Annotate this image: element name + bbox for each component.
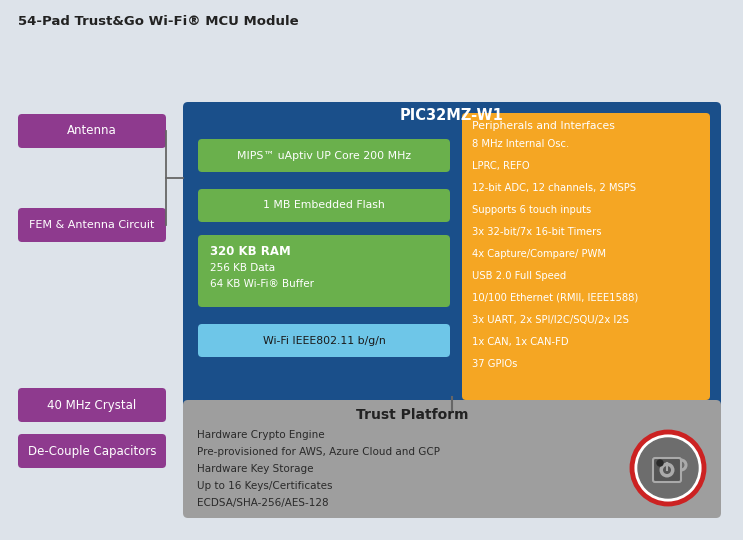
Text: Trust Platform: Trust Platform [356, 408, 468, 422]
Circle shape [632, 432, 704, 504]
Text: 1 MB Embedded Flash: 1 MB Embedded Flash [263, 200, 385, 211]
Text: 37 GPIOs: 37 GPIOs [472, 359, 517, 369]
FancyBboxPatch shape [18, 388, 166, 422]
Text: Supports 6 touch inputs: Supports 6 touch inputs [472, 205, 591, 215]
Circle shape [657, 460, 663, 466]
Circle shape [660, 462, 675, 477]
Text: 3x 32-bit/7x 16-bit Timers: 3x 32-bit/7x 16-bit Timers [472, 227, 602, 237]
Text: FEM & Antenna Circuit: FEM & Antenna Circuit [29, 220, 155, 230]
Text: De-Couple Capacitors: De-Couple Capacitors [27, 444, 156, 457]
Text: Up to 16 Keys/Certificates: Up to 16 Keys/Certificates [197, 481, 333, 491]
Text: 256 KB Data: 256 KB Data [210, 263, 275, 273]
FancyBboxPatch shape [18, 434, 166, 468]
Circle shape [663, 466, 671, 474]
Text: USB 2.0 Full Speed: USB 2.0 Full Speed [472, 271, 566, 281]
Text: 10/100 Ethernet (RMII, IEEE1588): 10/100 Ethernet (RMII, IEEE1588) [472, 293, 638, 303]
Text: 40 MHz Crystal: 40 MHz Crystal [48, 399, 137, 411]
FancyBboxPatch shape [653, 458, 681, 482]
FancyBboxPatch shape [198, 189, 450, 222]
FancyBboxPatch shape [462, 113, 710, 400]
Text: 4x Capture/Compare/ PWM: 4x Capture/Compare/ PWM [472, 249, 606, 259]
Text: Hardware Key Storage: Hardware Key Storage [197, 464, 314, 474]
FancyBboxPatch shape [198, 235, 450, 307]
Text: 1x CAN, 1x CAN-FD: 1x CAN, 1x CAN-FD [472, 337, 568, 347]
FancyBboxPatch shape [18, 114, 166, 148]
Text: Wi-Fi IEEE802.11 b/g/n: Wi-Fi IEEE802.11 b/g/n [262, 335, 386, 346]
Text: ECDSA/SHA-256/AES-128: ECDSA/SHA-256/AES-128 [197, 498, 328, 508]
FancyBboxPatch shape [183, 102, 721, 412]
Text: LPRC, REFO: LPRC, REFO [472, 161, 530, 171]
FancyBboxPatch shape [198, 324, 450, 357]
Text: Hardware Crypto Engine: Hardware Crypto Engine [197, 430, 325, 440]
Text: 54-Pad Trust&Go Wi-Fi® MCU Module: 54-Pad Trust&Go Wi-Fi® MCU Module [18, 15, 299, 28]
FancyBboxPatch shape [183, 400, 721, 518]
Text: 12-bit ADC, 12 channels, 2 MSPS: 12-bit ADC, 12 channels, 2 MSPS [472, 183, 636, 193]
Text: 64 KB Wi-Fi® Buffer: 64 KB Wi-Fi® Buffer [210, 279, 314, 289]
Text: Antenna: Antenna [67, 125, 117, 138]
FancyBboxPatch shape [18, 208, 166, 242]
Text: 320 KB RAM: 320 KB RAM [210, 245, 291, 258]
Text: MIPS™ uAptiv UP Core 200 MHz: MIPS™ uAptiv UP Core 200 MHz [237, 151, 411, 160]
Text: 3x UART, 2x SPI/I2C/SQU/2x I2S: 3x UART, 2x SPI/I2C/SQU/2x I2S [472, 315, 629, 325]
Text: Pre-provisioned for AWS, Azure Cloud and GCP: Pre-provisioned for AWS, Azure Cloud and… [197, 447, 440, 457]
FancyBboxPatch shape [198, 139, 450, 172]
Text: PIC32MZ-W1: PIC32MZ-W1 [400, 108, 504, 123]
Text: Peripherals and Interfaces: Peripherals and Interfaces [472, 121, 615, 131]
Circle shape [638, 438, 698, 498]
Text: 8 MHz Internal Osc.: 8 MHz Internal Osc. [472, 139, 569, 149]
